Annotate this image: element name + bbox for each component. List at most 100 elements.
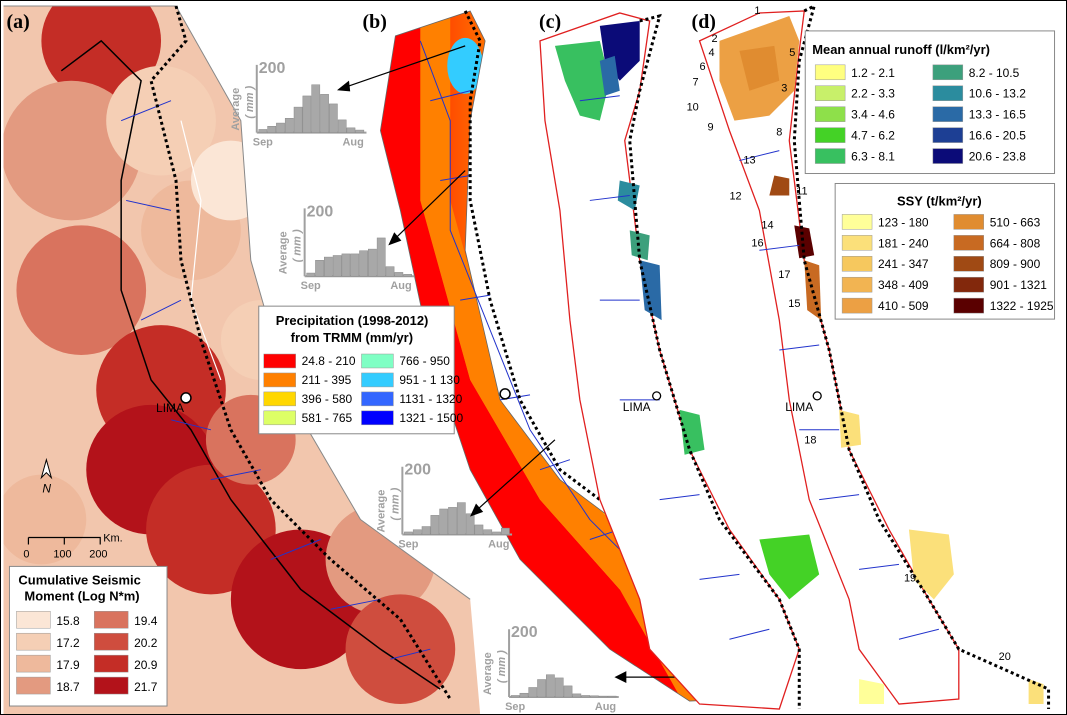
panel-b-label: (b) xyxy=(362,11,386,33)
seismic-legend-item-4: 17.9 xyxy=(56,658,80,672)
runoff-legend-swatch-2 xyxy=(814,85,846,101)
hist4-bar-8 xyxy=(581,695,590,698)
hist4-bar-6 xyxy=(563,685,573,698)
ssy-legend-title: SSY (t/km²/yr) xyxy=(897,193,982,208)
hist2-ylabel: Average xyxy=(278,231,290,274)
runoff-legend-swatch-8 xyxy=(814,148,846,164)
basin-9: 9 xyxy=(708,122,714,134)
scale-tick-200: 200 xyxy=(89,548,107,560)
ssy-legend-item-9: 1322 - 1925 xyxy=(990,299,1054,313)
scale-bar: 0 100 200 Km. xyxy=(23,532,122,560)
precip-legend-item-4: 396 - 580 xyxy=(302,392,353,406)
hist4-bar-7 xyxy=(572,693,582,698)
ssy-legend-swatch-5 xyxy=(953,256,984,272)
precip-legend-item-7: 1321 - 1500 xyxy=(399,411,463,425)
ssy-legend-swatch-6 xyxy=(841,276,873,293)
runoff-legend-item-0: 1.2 - 2.1 xyxy=(851,66,895,80)
precip-legend-item-3: 951 - 1 130 xyxy=(399,373,460,387)
hist4-bar-10 xyxy=(598,695,608,698)
basin-3: 3 xyxy=(781,83,787,95)
hist2-bar-4 xyxy=(341,253,351,277)
lima-marker-b xyxy=(499,388,511,400)
scale-unit: Km. xyxy=(103,532,122,544)
hist1-unit: ( mm ) xyxy=(244,85,256,118)
precip-legend-swatch-4 xyxy=(263,391,296,407)
basin-6: 6 xyxy=(700,61,706,73)
hist3-bar-7 xyxy=(465,513,475,535)
hist1-bar-0 xyxy=(258,129,268,133)
ssy-legend-item-0: 123 - 180 xyxy=(878,215,929,229)
precip-legend-item-6: 581 - 765 xyxy=(302,411,353,425)
runoff-legend-item-6: 4.7 - 6.2 xyxy=(851,129,895,143)
lima-label-a: LIMA xyxy=(156,401,184,415)
hist3-ylabel: Average xyxy=(375,490,387,533)
panel-c-runoff-map: (c) LIMA xyxy=(539,11,820,710)
precip-legend-swatch-7 xyxy=(361,410,394,426)
basin-17: 17 xyxy=(778,269,790,281)
seismic-legend-swatch-5 xyxy=(93,654,129,673)
precip-legend-swatch-3 xyxy=(361,372,394,388)
hist3-bar-5 xyxy=(448,507,457,535)
hist2-bar-3 xyxy=(332,255,342,277)
hist2-bar-5 xyxy=(350,253,360,277)
basin-2: 2 xyxy=(712,33,718,45)
runoff-legend-swatch-1 xyxy=(932,64,964,81)
hist2-bar-10 xyxy=(394,272,404,277)
seismic-legend-title-1: Cumulative Seismic xyxy=(18,572,140,587)
hist3-max-label: 200 xyxy=(404,462,431,479)
hist2-bar-11 xyxy=(403,274,412,277)
histogram-4: Average( mm )200 Sep Aug xyxy=(482,624,619,713)
scale-tick-100: 100 xyxy=(53,548,71,560)
histogram-2: Average( mm )200 Sep Aug xyxy=(278,203,415,292)
runoff-legend-item-3: 10.6 - 13.2 xyxy=(969,87,1027,101)
ssy-legend: SSY (t/km²/yr) 123 - 180 510 - 663 181 - 2… xyxy=(834,182,1056,320)
basin-20: 20 xyxy=(999,651,1011,663)
ssy-legend-swatch-3 xyxy=(953,235,984,251)
hist1-bar-3 xyxy=(284,118,294,133)
histogram-arrows xyxy=(337,45,720,684)
ssy-legend-swatch-9 xyxy=(953,297,984,314)
hist3-bar-10 xyxy=(492,531,501,535)
basin-5: 5 xyxy=(789,47,795,59)
hist3-x-end: Aug xyxy=(488,538,509,550)
seismic-legend-item-1: 19.4 xyxy=(134,614,158,628)
hist2-bar-2 xyxy=(324,256,333,277)
hist4-bar-0 xyxy=(510,695,520,698)
precip-legend-title-2: from TRMM (mm/yr) xyxy=(291,330,413,345)
hist3-bar-11 xyxy=(501,527,510,535)
hist4-bar-9 xyxy=(590,695,599,698)
hist3-bar-9 xyxy=(483,529,493,535)
ssy-legend-item-2: 181 - 240 xyxy=(878,236,929,250)
hist2-bar-9 xyxy=(385,266,395,277)
precip-legend-item-1: 766 - 950 xyxy=(399,354,450,368)
hist1-bar-7 xyxy=(320,94,329,133)
hist2-max-label: 200 xyxy=(307,203,334,220)
seismic-legend-swatch-7 xyxy=(93,676,129,695)
hist1-bar-9 xyxy=(337,119,347,133)
runoff-legend-item-4: 3.4 - 4.6 xyxy=(851,108,895,122)
seismic-legend-swatch-4 xyxy=(16,654,51,673)
runoff-legend-swatch-9 xyxy=(932,148,964,164)
seismic-legend-item-5: 20.9 xyxy=(134,658,158,672)
runoff-legend-item-2: 2.2 - 3.3 xyxy=(851,87,895,101)
hist1-bar-10 xyxy=(346,127,356,133)
hist4-max-label: 200 xyxy=(511,624,538,641)
precip-legend-item-5: 1131 - 1320 xyxy=(399,392,462,406)
ssy-legend-item-5: 809 - 900 xyxy=(990,257,1041,271)
seismic-legend-item-3: 20.2 xyxy=(134,636,158,650)
hist2-unit: ( mm ) xyxy=(292,229,304,262)
runoff-legend-item-7: 16.6 - 20.5 xyxy=(969,129,1027,143)
runoff-legend-swatch-5 xyxy=(932,106,964,122)
hist4-bar-11 xyxy=(607,695,617,698)
basin-7: 7 xyxy=(693,77,699,89)
lima-label-d: LIMA xyxy=(785,400,813,414)
ssy-legend-swatch-8 xyxy=(841,297,873,314)
basin-14: 14 xyxy=(761,219,773,231)
basin-16: 16 xyxy=(751,237,763,249)
hist4-x-end: Aug xyxy=(595,701,616,713)
runoff-legend-swatch-7 xyxy=(932,127,964,143)
seismic-legend-swatch-0 xyxy=(16,611,51,629)
ssy-legend-swatch-2 xyxy=(841,235,873,251)
runoff-legend-item-9: 20.6 - 23.8 xyxy=(969,150,1027,164)
